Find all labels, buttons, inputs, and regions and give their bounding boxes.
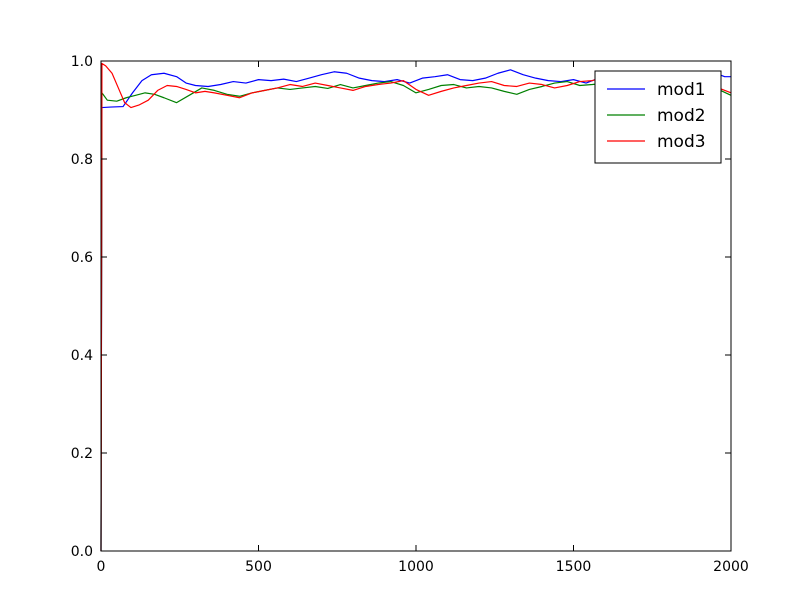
legend-label-mod1: mod1 — [657, 80, 706, 100]
x-tick-label: 1500 — [556, 559, 592, 575]
legend: mod1 mod2 mod3 — [594, 70, 722, 164]
x-tick-label: 0 — [97, 559, 106, 575]
y-tick-label: 1.0 — [71, 54, 93, 70]
legend-box — [594, 70, 722, 164]
y-tick-label: 0.0 — [71, 544, 93, 560]
y-tick-label: 0.4 — [71, 348, 93, 364]
y-tick-label: 0.8 — [71, 152, 93, 168]
x-tick-label: 2000 — [713, 559, 749, 575]
x-tick-label: 1000 — [398, 559, 434, 575]
legend-label-mod3: mod3 — [657, 132, 706, 152]
y-tick-label: 0.6 — [71, 250, 93, 266]
y-tick-label: 0.2 — [71, 446, 93, 462]
legend-label-mod2: mod2 — [657, 106, 706, 126]
x-tick-label: 500 — [245, 559, 272, 575]
ticks-layer: 0 500 1000 1500 2000 0.0 0.2 0.4 0.6 0.8 1.0 — [71, 54, 749, 575]
